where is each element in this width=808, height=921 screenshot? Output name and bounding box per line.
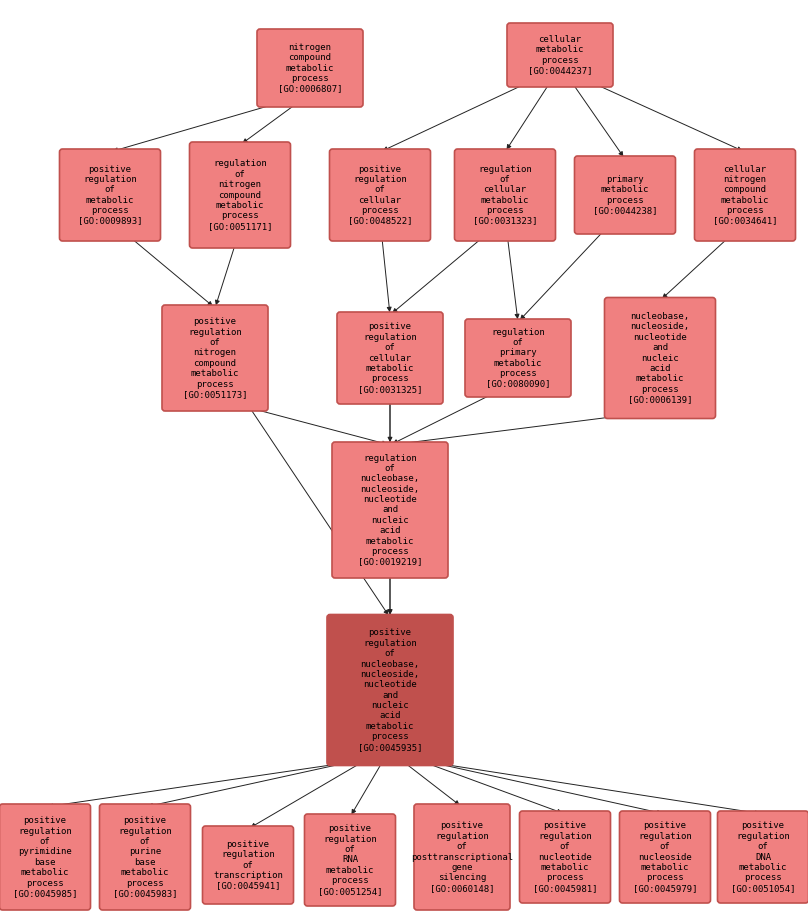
FancyBboxPatch shape — [414, 804, 510, 910]
FancyBboxPatch shape — [718, 811, 808, 903]
FancyBboxPatch shape — [332, 442, 448, 578]
Text: positive
regulation
of
DNA
metabolic
process
[GO:0051054]: positive regulation of DNA metabolic pro… — [730, 822, 795, 892]
Text: regulation
of
nitrogen
compound
metabolic
process
[GO:0051171]: regulation of nitrogen compound metaboli… — [208, 159, 272, 230]
Text: positive
regulation
of
posttranscriptional
gene
silencing
[GO:0060148]: positive regulation of posttranscription… — [411, 822, 513, 892]
Text: positive
regulation
of
RNA
metabolic
process
[GO:0051254]: positive regulation of RNA metabolic pro… — [318, 824, 382, 896]
FancyBboxPatch shape — [695, 149, 796, 241]
Text: positive
regulation
of
pyrimidine
base
metabolic
process
[GO:0045985]: positive regulation of pyrimidine base m… — [13, 816, 78, 898]
Text: positive
regulation
of
purine
base
metabolic
process
[GO:0045983]: positive regulation of purine base metab… — [113, 816, 177, 898]
FancyBboxPatch shape — [203, 826, 293, 904]
FancyBboxPatch shape — [305, 814, 395, 906]
Text: regulation
of
primary
metabolic
process
[GO:0080090]: regulation of primary metabolic process … — [486, 328, 550, 389]
FancyBboxPatch shape — [330, 149, 431, 241]
Text: nucleobase,
nucleoside,
nucleotide
and
nucleic
acid
metabolic
process
[GO:000613: nucleobase, nucleoside, nucleotide and n… — [628, 312, 692, 404]
FancyBboxPatch shape — [0, 804, 90, 910]
FancyBboxPatch shape — [620, 811, 710, 903]
Text: regulation
of
cellular
metabolic
process
[GO:0031323]: regulation of cellular metabolic process… — [473, 165, 537, 226]
Text: positive
regulation
of
nucleoside
metabolic
process
[GO:0045979]: positive regulation of nucleoside metabo… — [633, 822, 697, 892]
Text: primary
metabolic
process
[GO:0044238]: primary metabolic process [GO:0044238] — [593, 175, 657, 216]
Text: regulation
of
nucleobase,
nucleoside,
nucleotide
and
nucleic
acid
metabolic
proc: regulation of nucleobase, nucleoside, nu… — [358, 453, 423, 566]
FancyBboxPatch shape — [99, 804, 191, 910]
FancyBboxPatch shape — [574, 156, 675, 234]
Text: positive
regulation
of
cellular
metabolic
process
[GO:0031325]: positive regulation of cellular metaboli… — [358, 322, 423, 393]
FancyBboxPatch shape — [257, 29, 363, 107]
FancyBboxPatch shape — [162, 305, 268, 411]
Text: positive
regulation
of
nitrogen
compound
metabolic
process
[GO:0051173]: positive regulation of nitrogen compound… — [183, 317, 247, 399]
Text: cellular
nitrogen
compound
metabolic
process
[GO:0034641]: cellular nitrogen compound metabolic pro… — [713, 165, 777, 226]
FancyBboxPatch shape — [60, 149, 161, 241]
Text: cellular
metabolic
process
[GO:0044237]: cellular metabolic process [GO:0044237] — [528, 35, 592, 76]
FancyBboxPatch shape — [327, 614, 453, 765]
Text: positive
regulation
of
metabolic
process
[GO:0009893]: positive regulation of metabolic process… — [78, 165, 142, 226]
Text: nitrogen
compound
metabolic
process
[GO:0006807]: nitrogen compound metabolic process [GO:… — [278, 42, 343, 93]
FancyBboxPatch shape — [465, 319, 571, 397]
FancyBboxPatch shape — [190, 142, 291, 248]
FancyBboxPatch shape — [337, 312, 443, 404]
Text: positive
regulation
of
nucleotide
metabolic
process
[GO:0045981]: positive regulation of nucleotide metabo… — [532, 822, 597, 892]
FancyBboxPatch shape — [520, 811, 611, 903]
Text: positive
regulation
of
nucleobase,
nucleoside,
nucleotide
and
nucleic
acid
metab: positive regulation of nucleobase, nucle… — [358, 628, 423, 752]
Text: positive
regulation
of
cellular
process
[GO:0048522]: positive regulation of cellular process … — [347, 165, 412, 226]
FancyBboxPatch shape — [454, 149, 556, 241]
FancyBboxPatch shape — [507, 23, 613, 87]
Text: positive
regulation
of
transcription
[GO:0045941]: positive regulation of transcription [GO… — [213, 840, 283, 891]
FancyBboxPatch shape — [604, 297, 716, 418]
